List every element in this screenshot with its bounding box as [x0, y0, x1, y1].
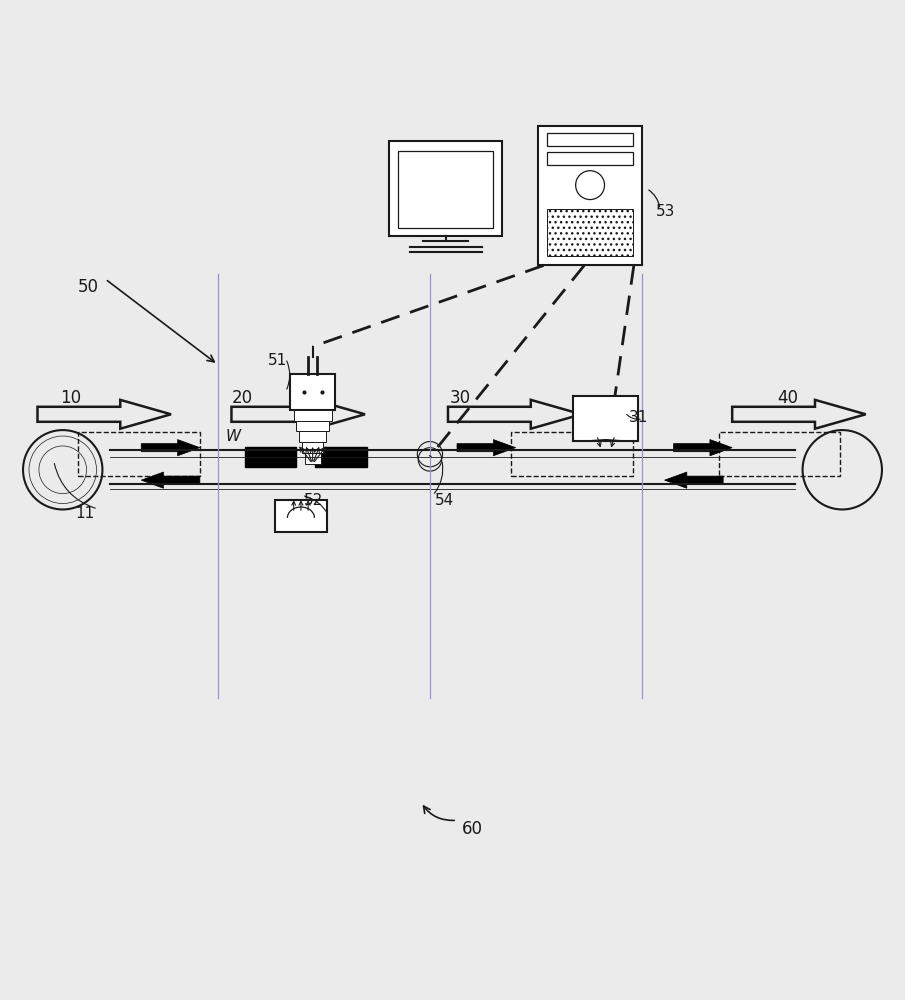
Bar — [297, 421, 329, 431]
Bar — [719, 432, 841, 476]
Polygon shape — [673, 440, 732, 456]
Bar — [315, 447, 367, 467]
Text: 10: 10 — [60, 389, 81, 407]
Bar — [548, 152, 633, 165]
Text: 31: 31 — [628, 410, 648, 425]
Bar — [275, 500, 327, 532]
Text: 40: 40 — [777, 389, 798, 407]
Bar — [305, 453, 320, 464]
Text: W: W — [225, 429, 240, 444]
Text: 60: 60 — [462, 820, 482, 838]
Bar — [294, 410, 331, 421]
Bar — [548, 133, 633, 146]
Text: 50: 50 — [78, 278, 99, 296]
Bar — [291, 374, 335, 410]
Bar — [389, 141, 502, 236]
Polygon shape — [457, 440, 516, 456]
Bar — [398, 151, 493, 228]
Text: 11: 11 — [75, 506, 95, 521]
Bar — [548, 209, 633, 256]
Text: 53: 53 — [655, 204, 675, 219]
Bar — [245, 447, 297, 467]
Polygon shape — [141, 440, 200, 456]
Bar — [538, 126, 642, 265]
Bar — [302, 442, 323, 453]
Polygon shape — [141, 472, 200, 488]
Text: 30: 30 — [450, 389, 471, 407]
Bar — [574, 396, 638, 441]
Polygon shape — [664, 472, 723, 488]
Text: 54: 54 — [434, 493, 453, 508]
Text: 52: 52 — [304, 493, 323, 508]
Text: 20: 20 — [232, 389, 252, 407]
Bar — [78, 432, 200, 476]
Bar — [300, 431, 326, 442]
Text: 51: 51 — [268, 353, 287, 368]
Bar — [511, 432, 633, 476]
